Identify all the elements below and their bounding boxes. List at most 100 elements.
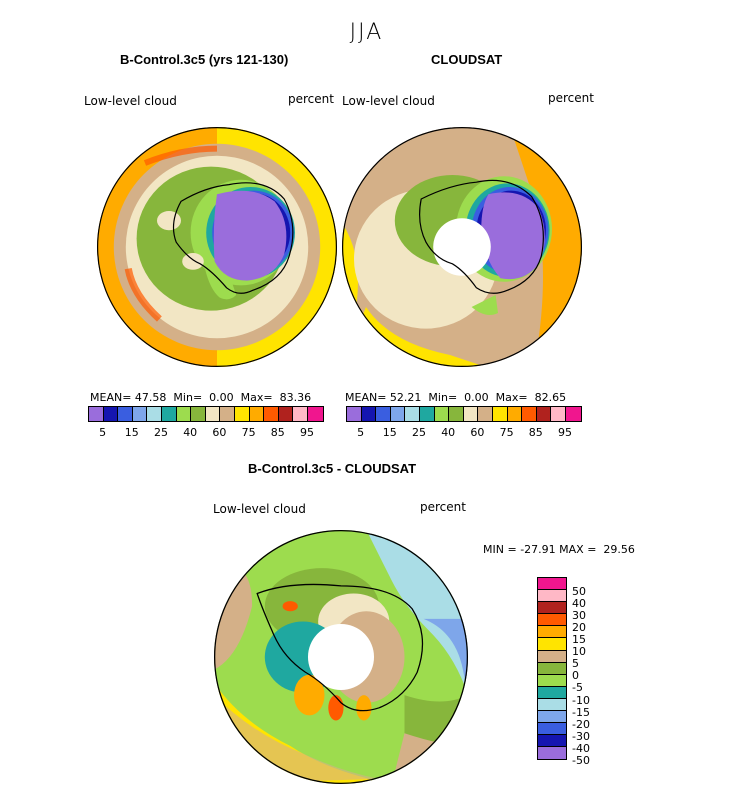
panel1-colorbar-ticks: 5 15 25 40 60 75 85 95 <box>88 426 324 440</box>
colorbar-tick-label: 95 <box>300 426 314 439</box>
colorbar-swatch <box>278 407 294 421</box>
colorbar-tick-label: 5 <box>357 426 365 439</box>
colorbar-swatch <box>536 407 552 421</box>
colorbar-tick-label: -50 <box>572 754 590 768</box>
colorbar-swatch <box>551 407 566 421</box>
colorbar-tick-label: 85 <box>528 426 543 439</box>
colorbar-swatch <box>538 711 566 724</box>
panel3-polar-map <box>214 530 468 784</box>
colorbar-tick-label: 5 <box>572 657 579 671</box>
colorbar-tick-label: 10 <box>572 645 586 659</box>
panel3-colorbar <box>537 577 567 761</box>
panel3-colorbar-ticks: 50 40 30 20 15 10 5 0 -5 -10 -15 -20 -30 -40 -50 <box>572 577 612 777</box>
colorbar-swatch <box>522 407 537 421</box>
colorbar-tick-label: -10 <box>572 693 590 707</box>
colorbar-swatch <box>538 747 566 760</box>
colorbar-swatch <box>463 407 479 421</box>
colorbar-tick-label: 85 <box>270 426 285 439</box>
colorbar-swatch <box>538 686 566 699</box>
colorbar-swatch <box>376 407 391 421</box>
colorbar-tick-label: 25 <box>154 426 168 439</box>
colorbar-swatch <box>361 407 377 421</box>
colorbar-tick-label: 25 <box>412 426 426 439</box>
colorbar-swatch <box>538 698 566 712</box>
colorbar-tick-label: 60 <box>212 426 227 439</box>
colorbar-swatch <box>434 407 450 421</box>
panel2-polar-map <box>342 127 582 367</box>
colorbar-tick-label: 0 <box>572 669 579 683</box>
colorbar-tick-label: 50 <box>572 584 586 598</box>
colorbar-swatch <box>538 590 566 603</box>
colorbar-tick-label: 20 <box>572 620 586 634</box>
panel1-title: B-Control.3c5 (yrs 121-130) <box>120 52 289 67</box>
colorbar-swatch <box>449 407 464 421</box>
season-title: JJA <box>349 20 384 45</box>
panel2-title: CLOUDSAT <box>431 52 503 67</box>
panel2-colorbar-ticks: 5 15 25 40 60 75 85 95 <box>346 426 582 440</box>
colorbar-swatch <box>132 407 148 421</box>
colorbar-tick-label: 95 <box>558 426 572 439</box>
colorbar-tick-label: 40 <box>183 426 198 439</box>
colorbar-tick-label: 60 <box>470 426 485 439</box>
colorbar-swatch <box>507 407 523 421</box>
panel3-title: B-Control.3c5 - CLOUDSAT <box>248 461 417 476</box>
colorbar-swatch <box>538 614 566 627</box>
colorbar-tick-label: -15 <box>572 705 590 719</box>
panel1-polar-map <box>97 127 337 367</box>
panel3-stats: MIN = -27.91 MAX = 29.56 <box>483 543 635 556</box>
colorbar-swatch <box>89 407 104 421</box>
panel1-stats: MEAN= 47.58 Min= 0.00 Max= 83.36 <box>90 391 312 404</box>
colorbar-swatch <box>205 407 221 421</box>
panel2-variable: Low-level cloud <box>342 94 435 108</box>
colorbar-swatch <box>419 407 435 421</box>
colorbar-swatch <box>307 407 323 421</box>
colorbar-swatch <box>264 407 279 421</box>
panel2-stats: MEAN= 52.21 Min= 0.00 Max= 82.65 <box>345 391 567 404</box>
colorbar-tick-label: -30 <box>572 729 590 743</box>
colorbar-swatch <box>390 407 406 421</box>
colorbar-swatch <box>293 407 308 421</box>
colorbar-swatch <box>478 407 493 421</box>
colorbar-swatch <box>176 407 192 421</box>
colorbar-swatch <box>538 662 566 675</box>
colorbar-swatch <box>538 650 566 663</box>
colorbar-swatch <box>161 407 177 421</box>
colorbar-tick-label: 15 <box>382 426 397 439</box>
panel1-units: percent <box>288 92 334 106</box>
colorbar-swatch <box>191 407 206 421</box>
colorbar-swatch <box>234 407 250 421</box>
colorbar-swatch <box>347 407 362 421</box>
colorbar-tick-label: -20 <box>572 717 590 731</box>
colorbar-tick-label: 15 <box>572 633 586 647</box>
colorbar-swatch <box>405 407 420 421</box>
panel1-variable: Low-level cloud <box>84 94 177 108</box>
colorbar-tick-label: 75 <box>241 426 256 439</box>
colorbar-tick-label: 75 <box>499 426 514 439</box>
colorbar-tick-label: -40 <box>572 741 590 755</box>
colorbar-swatch <box>538 602 566 615</box>
colorbar-tick-label: 40 <box>441 426 456 439</box>
colorbar-swatch <box>118 407 133 421</box>
colorbar-tick-label: 15 <box>124 426 139 439</box>
colorbar-swatch <box>538 674 566 687</box>
colorbar-tick-label: 30 <box>572 608 586 622</box>
colorbar-tick-label: -5 <box>572 681 583 695</box>
colorbar-swatch <box>538 638 566 651</box>
colorbar-swatch <box>103 407 119 421</box>
colorbar-tick-label: 5 <box>99 426 107 439</box>
colorbar-swatch <box>492 407 508 421</box>
panel1-colorbar <box>88 406 324 422</box>
colorbar-swatch <box>565 407 581 421</box>
colorbar-swatch <box>249 407 265 421</box>
colorbar-swatch <box>538 735 566 748</box>
colorbar-swatch <box>147 407 162 421</box>
colorbar-swatch <box>538 578 566 591</box>
colorbar-swatch <box>538 626 566 639</box>
colorbar-tick-label: 40 <box>572 596 586 610</box>
colorbar-swatch <box>538 723 566 736</box>
panel3-units: percent <box>420 500 466 514</box>
panel2-colorbar <box>346 406 582 422</box>
colorbar-swatch <box>220 407 235 421</box>
panel2-units: percent <box>548 91 594 105</box>
panel3-variable: Low-level cloud <box>213 502 306 516</box>
